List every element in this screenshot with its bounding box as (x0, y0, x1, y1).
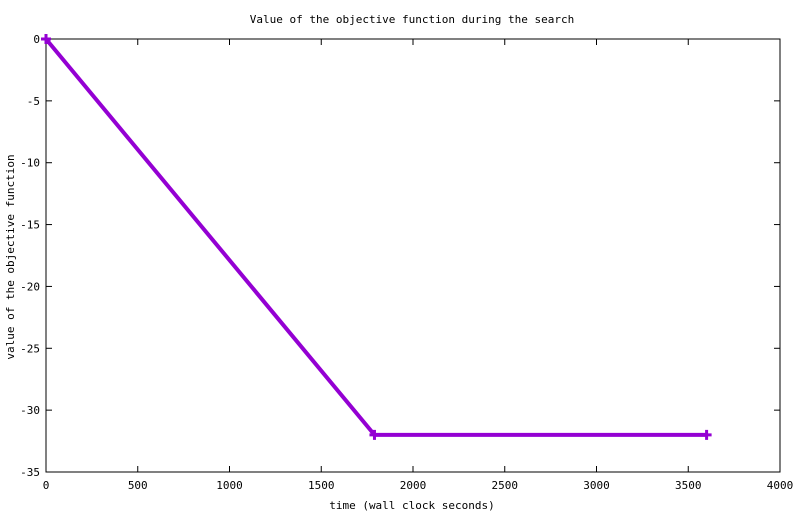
x-tick-label: 3500 (675, 479, 702, 492)
x-tick-label: 4000 (767, 479, 794, 492)
series-layer (41, 34, 712, 440)
x-tick-label: 500 (128, 479, 148, 492)
data-point (701, 429, 712, 440)
y-tick-label: -10 (20, 157, 40, 170)
y-tick-label: -30 (20, 404, 40, 417)
y-tick-label: -5 (27, 95, 40, 108)
y-tick-label: -35 (20, 466, 40, 479)
x-tick-label: 1000 (216, 479, 243, 492)
y-axis-label: value of the objective function (4, 154, 17, 359)
x-tick-label: 2500 (492, 479, 519, 492)
x-tick-label: 1500 (308, 479, 335, 492)
y-tick-label: -25 (20, 342, 40, 355)
y-axis-ticks: 0 -5 -10 -15 -20 -25 -30 -35 (20, 33, 780, 479)
x-tick-label: 2000 (400, 479, 427, 492)
x-axis-ticks: 0 500 1000 1500 2000 2500 3000 3500 4000 (43, 39, 794, 492)
x-tick-label: 3000 (583, 479, 610, 492)
series-line (44, 37, 707, 437)
data-point (41, 34, 51, 44)
chart-title: Value of the objective function during t… (250, 13, 575, 26)
plot-frame (45, 38, 781, 473)
y-tick-label: -20 (20, 280, 40, 293)
y-tick-label: 0 (33, 33, 40, 46)
y-tick-label: -15 (20, 219, 40, 232)
x-tick-label: 0 (43, 479, 50, 492)
x-axis-label: time (wall clock seconds) (329, 499, 495, 512)
data-point (369, 429, 380, 440)
